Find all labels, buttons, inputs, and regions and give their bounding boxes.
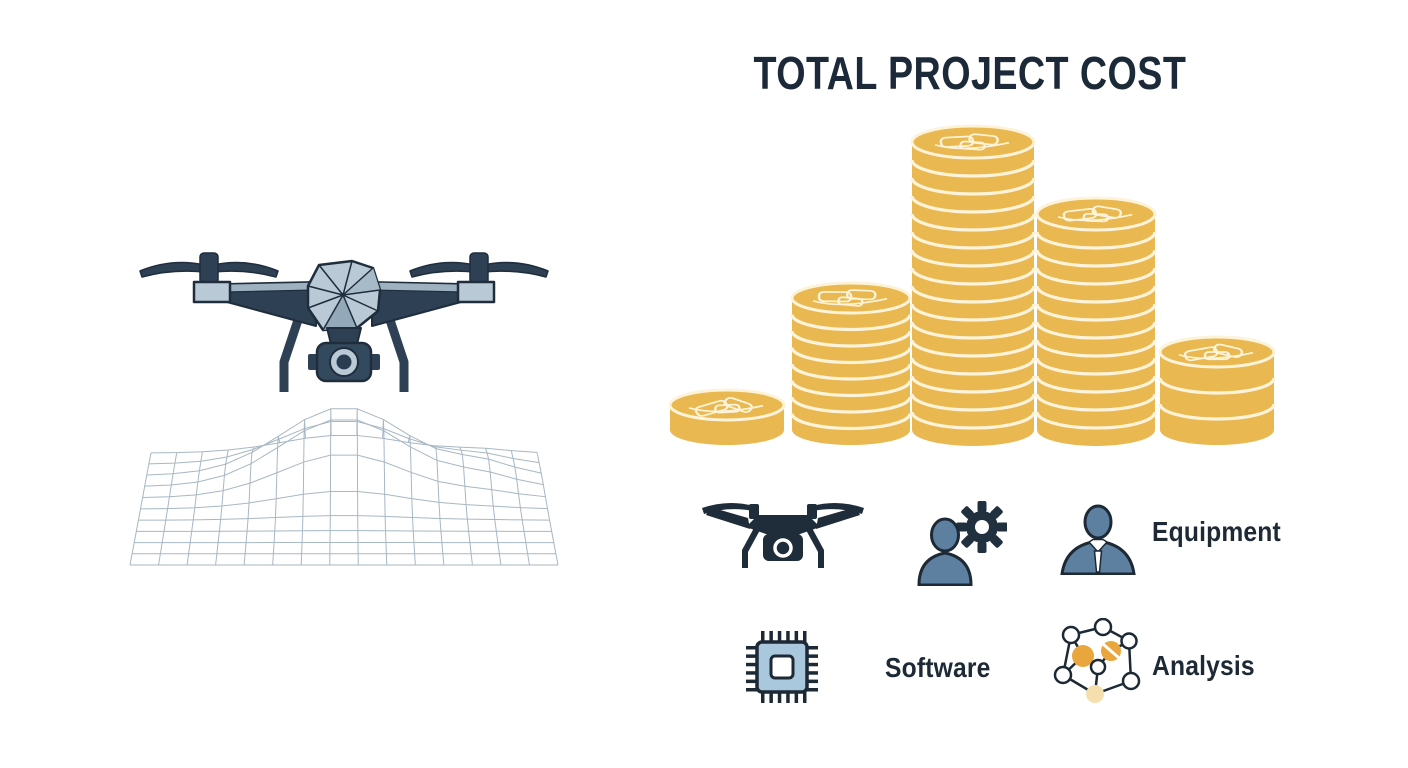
drone-arms (226, 281, 462, 327)
coin-stack (910, 124, 1036, 446)
page-title: TOTAL PROJECT COST (690, 50, 1250, 96)
legend-label-analysis: Analysis (1152, 650, 1255, 681)
businessperson-icon (1060, 504, 1136, 575)
drone-propeller-right (409, 252, 549, 285)
chip-icon (746, 631, 818, 703)
legend-label-equipment: Equipment (1152, 516, 1281, 547)
drone-icon (702, 502, 864, 568)
coin-engraving (1178, 343, 1254, 362)
drone-propeller-left (139, 252, 279, 285)
terrain-wireframe-mesh (129, 408, 559, 566)
drone-canopy (306, 259, 382, 332)
coin-stack (790, 281, 912, 445)
drone-terrain-illustration (129, 252, 559, 566)
network-nodes (1053, 618, 1141, 703)
coin-stack (1158, 335, 1276, 445)
coin-engraving (1057, 205, 1133, 223)
page-title-text: TOTAL PROJECT COST (753, 47, 1187, 99)
legend-label-software: Software (885, 652, 991, 683)
coin-engraving (688, 396, 764, 417)
drone-motor-mounts (192, 280, 496, 304)
tie (1087, 538, 1109, 573)
quadcopter-drone-illustration (139, 252, 549, 392)
gear-icon (956, 501, 1007, 553)
coin-stack (668, 388, 786, 445)
coin-engraving (812, 289, 888, 307)
person-gear-icon (917, 501, 1007, 586)
drone-landing-legs (279, 318, 409, 392)
person-icon (917, 517, 973, 586)
coin-stack-chart (668, 124, 1276, 446)
coin-stack (1035, 196, 1157, 446)
coin-engraving (934, 133, 1010, 151)
network-icon (1053, 618, 1141, 703)
drone-camera-gimbal (308, 327, 380, 383)
